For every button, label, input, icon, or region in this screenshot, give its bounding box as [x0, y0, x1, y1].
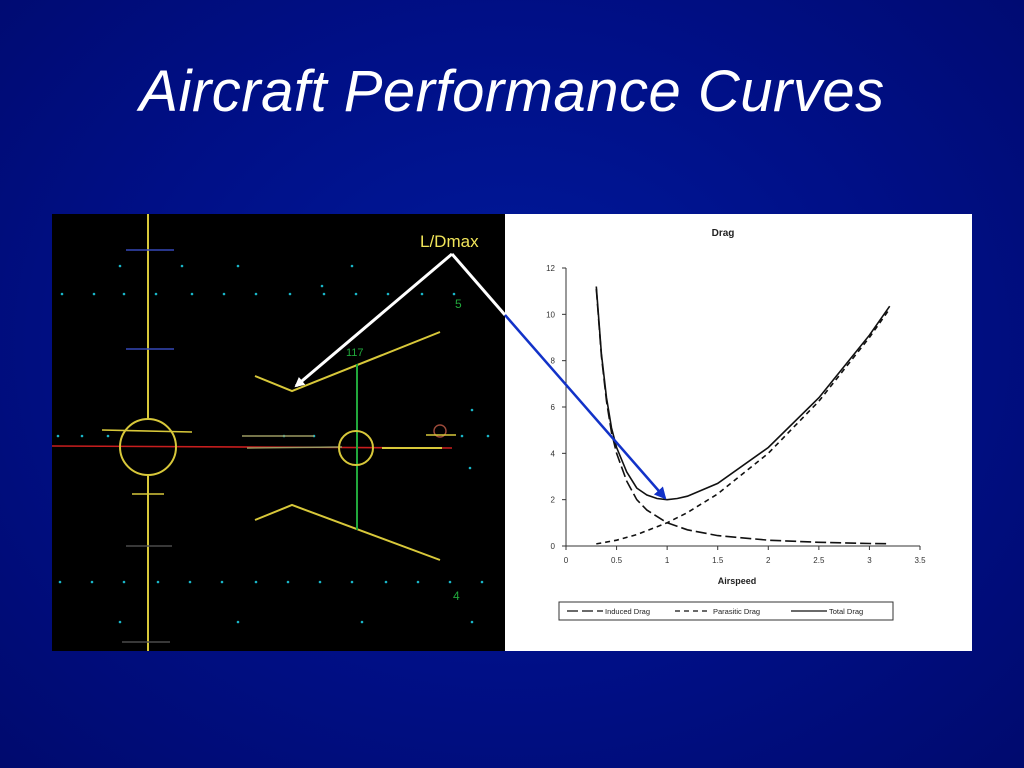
hud-dot	[118, 264, 122, 268]
x-tick-label: 0.5	[611, 556, 623, 565]
x-tick-label: 0	[564, 556, 569, 565]
x-tick-label: 1	[665, 556, 670, 565]
hud-dot	[286, 580, 290, 584]
hud-dot	[118, 620, 122, 624]
y-tick-label: 6	[551, 403, 556, 412]
hud-dot	[254, 292, 258, 296]
hud-dot	[156, 580, 160, 584]
series-line-total-drag	[595, 286, 891, 501]
reticle-wing-line	[101, 429, 193, 433]
hud-dot	[80, 434, 84, 438]
hud-dot	[448, 580, 452, 584]
aircraft-reticle-circle	[119, 418, 177, 476]
y-tick-label: 4	[551, 449, 556, 458]
hud-dot	[360, 620, 364, 624]
hud-dot	[350, 264, 354, 268]
hud-dot	[318, 580, 322, 584]
hud-dot	[92, 292, 96, 296]
hud-dot	[386, 292, 390, 296]
chart-legend: Induced Drag Parasitic Drag Total Drag	[558, 601, 894, 621]
series-line-induced-drag	[595, 288, 890, 545]
hud-dot	[384, 580, 388, 584]
hud-dot	[320, 284, 324, 288]
hud-dot	[420, 292, 424, 296]
y-tick-label: 0	[551, 542, 556, 551]
hud-dot	[416, 580, 420, 584]
hud-dot	[154, 292, 158, 296]
series-line-parasitic-drag	[596, 308, 891, 545]
small-reference-circle	[433, 424, 447, 438]
pitch-ladder-lower	[254, 503, 441, 561]
pitch-ladder-upper	[254, 331, 441, 393]
hud-dot	[122, 580, 126, 584]
x-tick-label: 3	[867, 556, 872, 565]
hud-dot	[470, 408, 474, 412]
slide-title: Aircraft Performance Curves	[139, 59, 885, 124]
hud-dot	[190, 292, 194, 296]
drag-chart-panel: Drag 0 0.5 1 1.5 2 2.5 3 3.5 0 2 4 6 8 10 12 Airspeed …	[505, 214, 972, 651]
hud-dot	[222, 292, 226, 296]
chart-axes: 0 0.5 1 1.5 2 2.5 3 3.5 0 2 4 6 8 10 12	[546, 264, 926, 565]
hud-display: 117 5 4	[52, 214, 490, 651]
hud-dot	[468, 466, 472, 470]
x-tick-label: 3.5	[914, 556, 926, 565]
y-tick-label: 12	[546, 264, 555, 273]
hud-dot	[122, 292, 126, 296]
chart-series-group	[595, 286, 891, 545]
pitch-label-lower: 4	[453, 589, 460, 603]
hud-dot	[460, 434, 464, 438]
x-tick-label: 1.5	[712, 556, 724, 565]
hud-dot	[58, 580, 62, 584]
hud-dot	[452, 292, 456, 296]
hud-dot	[180, 264, 184, 268]
x-axis-label: Airspeed	[718, 576, 757, 586]
hud-dot	[236, 264, 240, 268]
flight-path-marker	[338, 430, 374, 466]
hud-dot	[254, 580, 258, 584]
legend-label: Total Drag	[829, 607, 863, 616]
hud-dot	[90, 580, 94, 584]
hud-dot	[60, 292, 64, 296]
hud-dot	[480, 580, 484, 584]
hud-dot	[354, 292, 358, 296]
hud-dot-pattern	[56, 264, 490, 624]
x-tick-label: 2	[766, 556, 771, 565]
x-tick-label: 2.5	[813, 556, 825, 565]
chart-title: Drag	[712, 228, 735, 239]
hud-dot	[188, 580, 192, 584]
hud-dot	[236, 620, 240, 624]
pitch-label-upper: 5	[455, 297, 462, 311]
hud-dot	[56, 434, 60, 438]
hud-dot	[322, 292, 326, 296]
hud-dot	[220, 580, 224, 584]
legend-label: Induced Drag	[605, 607, 650, 616]
hud-image: 117 5 4	[52, 214, 505, 651]
horizon-line-segment	[246, 446, 343, 449]
y-tick-label: 2	[551, 496, 556, 505]
y-tick-label: 10	[546, 310, 555, 319]
hud-dot	[350, 580, 354, 584]
hud-dot	[288, 292, 292, 296]
hud-dot	[470, 620, 474, 624]
speed-readout: 117	[346, 347, 364, 359]
legend-box	[558, 601, 894, 621]
hud-dot	[486, 434, 490, 438]
hud-dot	[106, 434, 110, 438]
legend-label: Parasitic Drag	[713, 607, 760, 616]
y-tick-label: 8	[551, 357, 556, 366]
